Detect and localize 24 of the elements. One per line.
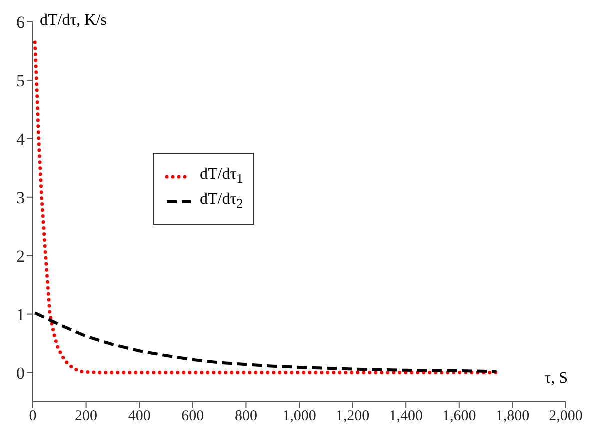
x-tick-label: 600 [182, 408, 204, 425]
y-tick-label: 6 [16, 13, 25, 32]
legend-label: dT/dτ$_{1}$ [200, 166, 244, 188]
y-tick-label: 0 [16, 364, 25, 383]
y-tick-label: 1 [16, 305, 25, 324]
y-axis-title: dT/dτ, K/s [40, 12, 107, 30]
x-tick-label: 800 [234, 408, 258, 425]
x-tick-label: 0 [29, 408, 37, 425]
y-tick-label: 3 [16, 188, 25, 208]
x-tick-label: 1,600 [442, 408, 476, 425]
x-tick-label: 2,000 [549, 408, 583, 425]
legend-label: dT/dτ$_{2}$ [200, 191, 244, 212]
x-tick-label: 200 [75, 408, 98, 425]
y-tick-label: 4 [16, 130, 26, 149]
x-tick-label: 1,200 [336, 408, 370, 425]
x-tick-label: 400 [128, 408, 151, 425]
x-tick-label: 1,400 [389, 408, 423, 425]
x-tick-label: 1,000 [282, 408, 316, 425]
x-tick-label: 1,800 [496, 408, 530, 425]
y-tick-label: 2 [16, 246, 25, 266]
x-axis-title: τ, S [544, 370, 568, 388]
line-series [34, 312, 498, 374]
y-tick-label: 5 [16, 71, 25, 90]
line-series [33, 40, 498, 375]
